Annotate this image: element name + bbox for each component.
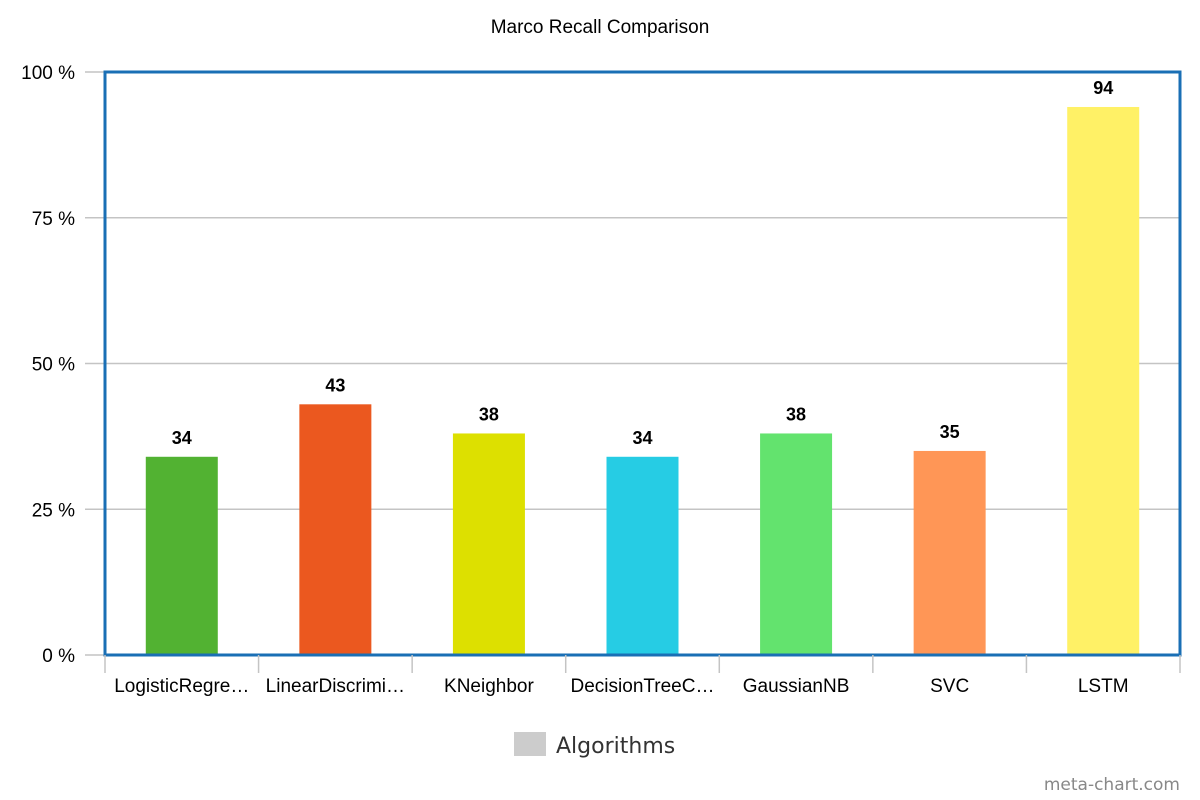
legend-label: Algorithms [556, 734, 675, 759]
data-label: 94 [1093, 78, 1113, 98]
plot-frame [103, 70, 1182, 657]
x-tick-label: LogisticRegre… [114, 676, 249, 697]
x-tick-label: DecisionTreeC… [571, 676, 715, 697]
data-labels: 34 43 38 34 38 35 94 [172, 78, 1113, 448]
x-tick-label: LSTM [1078, 676, 1129, 697]
bars [145, 106, 1140, 656]
bar [299, 404, 372, 655]
data-label: 35 [940, 422, 960, 442]
data-label: 38 [479, 404, 499, 424]
y-tick-label: 50 % [32, 355, 75, 376]
y-tick-label: 25 % [32, 500, 75, 521]
y-tick-label: 0 % [42, 646, 75, 667]
chart-title: Marco Recall Comparison [491, 17, 710, 38]
legend-swatch [514, 732, 546, 756]
x-tick-label: SVC [930, 676, 969, 697]
bar [1067, 106, 1140, 656]
watermark: meta-chart.com [1044, 775, 1180, 795]
x-tick-label: GaussianNB [743, 676, 850, 697]
y-tick-label: 75 % [32, 209, 75, 230]
bar [606, 456, 679, 655]
data-label: 43 [325, 375, 345, 395]
data-label: 34 [172, 428, 192, 448]
data-label: 38 [786, 404, 806, 424]
y-tick-label: 100 % [21, 63, 75, 84]
x-tick-label: LinearDiscrimi… [266, 676, 405, 697]
legend[interactable]: Algorithms [514, 732, 675, 759]
bar [145, 456, 218, 655]
x-axis: LogisticRegre… LinearDiscrimi… KNeighbor De… [104, 655, 1181, 697]
y-axis-ticks: 0 % 25 % 50 % 75 % 100 % [21, 63, 105, 667]
x-tick-label: KNeighbor [444, 676, 534, 697]
bar [913, 450, 986, 655]
data-label: 34 [632, 428, 652, 448]
bar [452, 433, 525, 655]
bar [760, 433, 833, 655]
